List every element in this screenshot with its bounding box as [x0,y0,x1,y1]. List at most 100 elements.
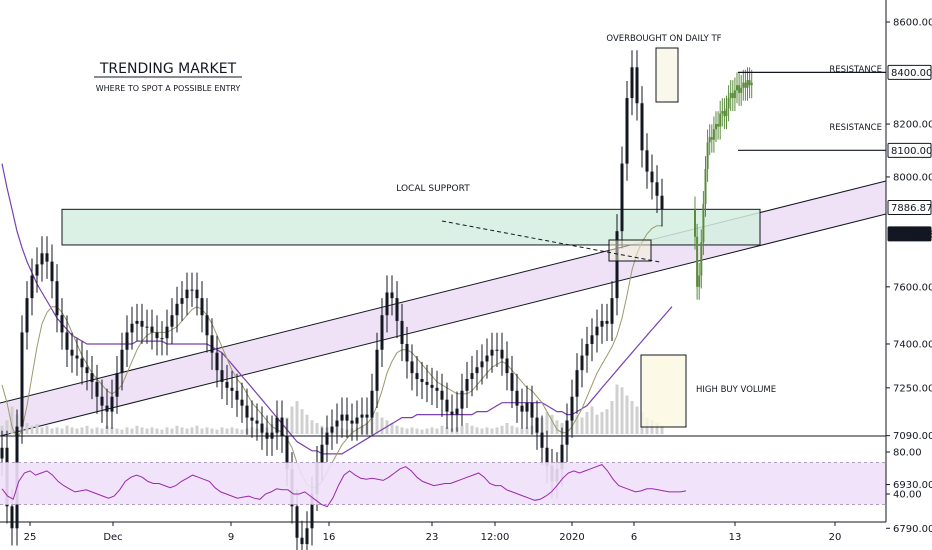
candle-body [180,298,184,304]
price-badge-label: 8100.00 [891,146,932,157]
volume-bar [175,425,179,434]
price-badge-label: 7886.87 [891,203,932,214]
candle-body [660,195,664,210]
volume-bar [525,427,529,434]
time-tick-label: 25 [24,532,37,543]
volume-bar [460,425,464,434]
candle-body [70,349,74,356]
candle-body [235,390,239,400]
candle-body [225,381,229,388]
volume-bar [80,427,84,434]
volume-bar [220,427,224,434]
candle-body [255,420,259,424]
candle-body [240,399,244,406]
projected-candles [694,67,753,300]
volume-bar [35,424,39,434]
volume-bar [160,429,164,434]
candle-body [50,261,54,282]
projected-body [712,129,715,140]
volume-bar [400,427,404,434]
volume-bar [300,409,304,434]
candle-body [470,373,474,379]
projected-body [748,80,751,86]
volume-bar [95,427,99,434]
time-axis[interactable]: 25 Dec 9 16 23 12:00 2020 6 13 20 [24,522,842,543]
volume-bar [170,428,174,434]
projected-body [723,111,726,117]
volume-bar [590,406,594,434]
candle-body [395,298,399,321]
candle-body [60,315,64,333]
candle-body [490,349,494,356]
candle-body [215,352,219,371]
candle-body [335,420,339,427]
volume-bar [585,412,589,434]
projected-body [710,137,713,140]
volume-bar [70,427,74,434]
volume-bar [465,423,469,434]
candle-body [600,320,604,327]
price-axis[interactable]: 8600.00 8200.00 8000.00 7600.00 7400.00 7250.… [886,18,932,550]
volume-bar [60,428,64,434]
price-tick-label: 7250.00 [893,383,932,394]
volume-bar [470,425,474,434]
volume-bar [390,423,394,434]
volume-bar [290,406,294,434]
candle-body [160,338,164,340]
volume-bar [180,427,184,434]
projected-body [700,242,703,276]
chart-subtitle: WHERE TO SPOT A POSSIBLE ENTRY [96,84,241,93]
candle-body [530,402,534,418]
candle-body [245,405,249,418]
projected-body [721,111,724,114]
candle-body [535,417,539,433]
time-tick-label: 20 [829,532,842,543]
volume-bar [430,427,434,434]
volume-bar [485,427,489,434]
candle-body [525,402,529,412]
candle-body [230,387,234,391]
volume-bar [655,423,659,434]
projected-body [717,124,720,127]
candle-body [125,332,129,350]
volume-bar [380,417,384,434]
volume-bar [240,429,244,434]
volume-bar [305,414,309,434]
volume-bar [505,423,509,434]
candle-body [130,323,134,333]
volume-bar [595,414,599,434]
candle-body [445,399,449,412]
candle-body [30,275,34,299]
candle-body [460,390,464,409]
volume-bar [490,428,494,434]
rsi-tick-label: 80.00 [893,448,922,459]
volume-bar [75,428,79,434]
volume-bar [420,429,424,434]
volume-bar [660,425,664,434]
projected-body [696,236,699,287]
volume-bar [480,428,484,434]
volume-bar [195,425,199,434]
candle-body [430,384,434,388]
price-badge-box [887,226,932,242]
volume-bar [215,429,219,434]
time-tick-label: 12:00 [481,532,510,543]
price-tick-label: 6790.00 [893,524,932,535]
candle-body [450,411,454,415]
volume-bar [130,428,134,434]
candle-body [320,444,324,464]
projected-body [731,92,734,99]
high-volume-box [640,354,687,428]
projected-body [729,92,732,99]
candle-body [260,423,264,433]
candle-body [45,253,49,262]
projected-body [727,98,730,109]
candle-body [115,373,119,397]
candle-body [310,493,314,529]
candle-body [610,298,614,324]
volume-bar [145,428,149,434]
volume-bar [520,428,524,434]
candle-body [420,378,424,382]
candle-body [570,396,574,421]
